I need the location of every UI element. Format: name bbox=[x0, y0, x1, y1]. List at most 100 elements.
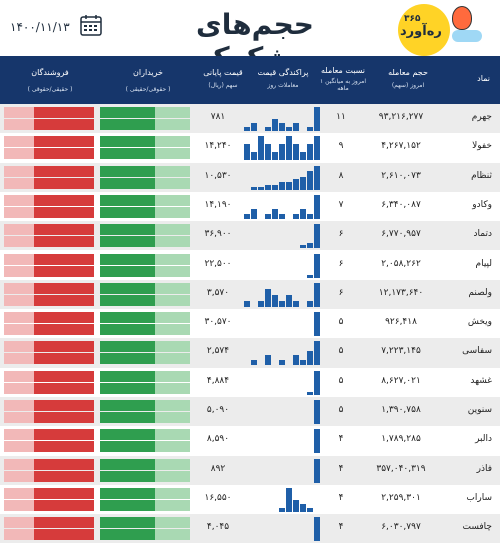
sellers-individual-segment bbox=[34, 282, 94, 294]
symbol-cell: ثنظام bbox=[471, 170, 492, 181]
ratio-cell: ۵ bbox=[338, 346, 344, 357]
buyers-individual-segment bbox=[100, 353, 155, 365]
price-cell: ۲,۵۷۴ bbox=[206, 346, 230, 357]
table-row: ویخش ۹۲۶,۴۱۸ ۵ ۳۰,۵۷۰ bbox=[0, 309, 500, 339]
buyers-institutional-segment bbox=[155, 236, 190, 248]
spread-sparkline bbox=[244, 165, 320, 190]
buyers-individual-segment bbox=[100, 177, 155, 189]
sellers-bar-line bbox=[4, 282, 94, 294]
buyers-individual-segment bbox=[100, 312, 155, 324]
buyers-individual-segment bbox=[100, 282, 155, 294]
price-cell: ۷۸۱ bbox=[210, 112, 226, 122]
buyers-bars bbox=[100, 107, 190, 131]
spread-sparkline bbox=[244, 194, 320, 219]
sellers-bars bbox=[4, 312, 94, 336]
top-banner: ۱۴۰۰/۱۱/۱۳ حجم‌های مشکوک ۳۶۵ ره‌آورد bbox=[0, 0, 500, 74]
table-row: سفاسی ۷,۲۲۳,۱۴۵ ۵ ۲,۵۷۴ bbox=[0, 338, 500, 368]
spread-bar bbox=[293, 178, 299, 190]
col-symbol: نماد bbox=[477, 74, 490, 83]
spread-bar bbox=[307, 243, 313, 249]
sellers-institutional-segment bbox=[4, 165, 34, 177]
buyers-institutional-segment bbox=[155, 458, 190, 470]
buyers-bar-line bbox=[100, 194, 190, 206]
volume-cell: ۶,۳۴۰,۰۸۷ bbox=[381, 199, 421, 210]
table-row: ثنظام ۲,۶۱۰,۰۷۳ ۸ ۱۰,۵۳۰ bbox=[0, 162, 500, 192]
sellers-institutional-segment bbox=[4, 382, 34, 394]
sellers-individual-segment bbox=[34, 441, 94, 453]
buyers-individual-segment bbox=[100, 441, 155, 453]
spread-bar bbox=[293, 123, 299, 131]
volume-cell: ۲,۶۱۰,۰۷۳ bbox=[381, 170, 421, 181]
buyers-individual-segment bbox=[100, 224, 155, 236]
sellers-individual-segment bbox=[34, 470, 94, 482]
buyers-institutional-segment bbox=[155, 136, 190, 148]
spread-bar bbox=[314, 370, 320, 395]
spread-bar bbox=[314, 312, 320, 337]
spread-bar bbox=[272, 184, 278, 190]
buyers-individual-segment bbox=[100, 236, 155, 248]
sellers-bar-line bbox=[4, 253, 94, 265]
sellers-bars bbox=[4, 370, 94, 395]
spread-sparkline bbox=[244, 253, 320, 278]
table-row: سنوین ۱,۳۹۰,۷۵۸ ۵ ۵,۰۹۰ bbox=[0, 397, 500, 427]
buyers-institutional-segment bbox=[155, 177, 190, 189]
spread-bar bbox=[279, 123, 285, 131]
spread-bar bbox=[244, 213, 250, 219]
sellers-bar-line bbox=[4, 529, 94, 541]
volume-cell: ۷,۲۲۳,۱۴۵ bbox=[381, 346, 421, 357]
sellers-institutional-segment bbox=[4, 517, 34, 529]
spread-bar bbox=[258, 136, 264, 161]
spread-bar bbox=[251, 186, 257, 190]
sellers-bar-line bbox=[4, 353, 94, 365]
col-ratio-sub: امروز به میانگین ۱ ماهه bbox=[319, 78, 367, 92]
sellers-individual-segment bbox=[34, 529, 94, 541]
spread-bar bbox=[314, 107, 320, 131]
sellers-institutional-segment bbox=[4, 282, 34, 294]
spread-bar bbox=[314, 341, 320, 366]
volume-cell: ۸,۶۲۷,۰۲۱ bbox=[381, 375, 421, 386]
spread-bar bbox=[265, 144, 271, 161]
ratio-cell: ۷ bbox=[338, 199, 344, 210]
sellers-bars bbox=[4, 517, 94, 541]
spread-bar bbox=[293, 499, 299, 512]
sellers-institutional-segment bbox=[4, 119, 34, 130]
spread-sparkline bbox=[244, 340, 320, 366]
spread-bar bbox=[272, 152, 278, 161]
spread-bar bbox=[258, 186, 264, 190]
spread-bar bbox=[293, 144, 299, 161]
sellers-bars bbox=[4, 194, 94, 219]
sellers-institutional-segment bbox=[4, 400, 34, 411]
buyers-bar-line bbox=[100, 265, 190, 277]
buyers-individual-segment bbox=[100, 412, 155, 423]
ratio-cell: ۴ bbox=[338, 522, 344, 533]
buyers-bar-line bbox=[100, 499, 190, 511]
buyers-bar-line bbox=[100, 312, 190, 324]
col-spread: پراکندگی قیمت bbox=[257, 68, 309, 77]
volume-cell: ۳۵۷,۰۴۰,۳۱۹ bbox=[376, 463, 426, 474]
buyers-bars bbox=[100, 429, 190, 453]
sellers-individual-segment bbox=[34, 412, 94, 423]
sellers-bars bbox=[4, 107, 94, 131]
sellers-bar-line bbox=[4, 499, 94, 511]
sellers-institutional-segment bbox=[4, 236, 34, 248]
spread-bar bbox=[279, 181, 285, 190]
buyers-individual-segment bbox=[100, 324, 155, 336]
sellers-individual-segment bbox=[34, 177, 94, 189]
sellers-individual-segment bbox=[34, 312, 94, 324]
spread-bar bbox=[307, 213, 313, 219]
spread-bar bbox=[307, 507, 313, 512]
buyers-institutional-segment bbox=[155, 107, 190, 118]
buyers-bar-line bbox=[100, 341, 190, 353]
sellers-institutional-segment bbox=[4, 529, 34, 541]
buyers-institutional-segment bbox=[155, 265, 190, 277]
buyers-individual-segment bbox=[100, 194, 155, 206]
sellers-bar-line bbox=[4, 441, 94, 453]
symbol-cell: ویخش bbox=[467, 317, 492, 328]
buyers-individual-segment bbox=[100, 341, 155, 353]
sellers-institutional-segment bbox=[4, 370, 34, 382]
buyers-institutional-segment bbox=[155, 400, 190, 411]
spread-bar bbox=[251, 123, 257, 131]
buyers-bar-line bbox=[100, 429, 190, 441]
price-cell: ۴,۰۴۵ bbox=[206, 522, 230, 533]
spread-bar bbox=[286, 294, 292, 307]
